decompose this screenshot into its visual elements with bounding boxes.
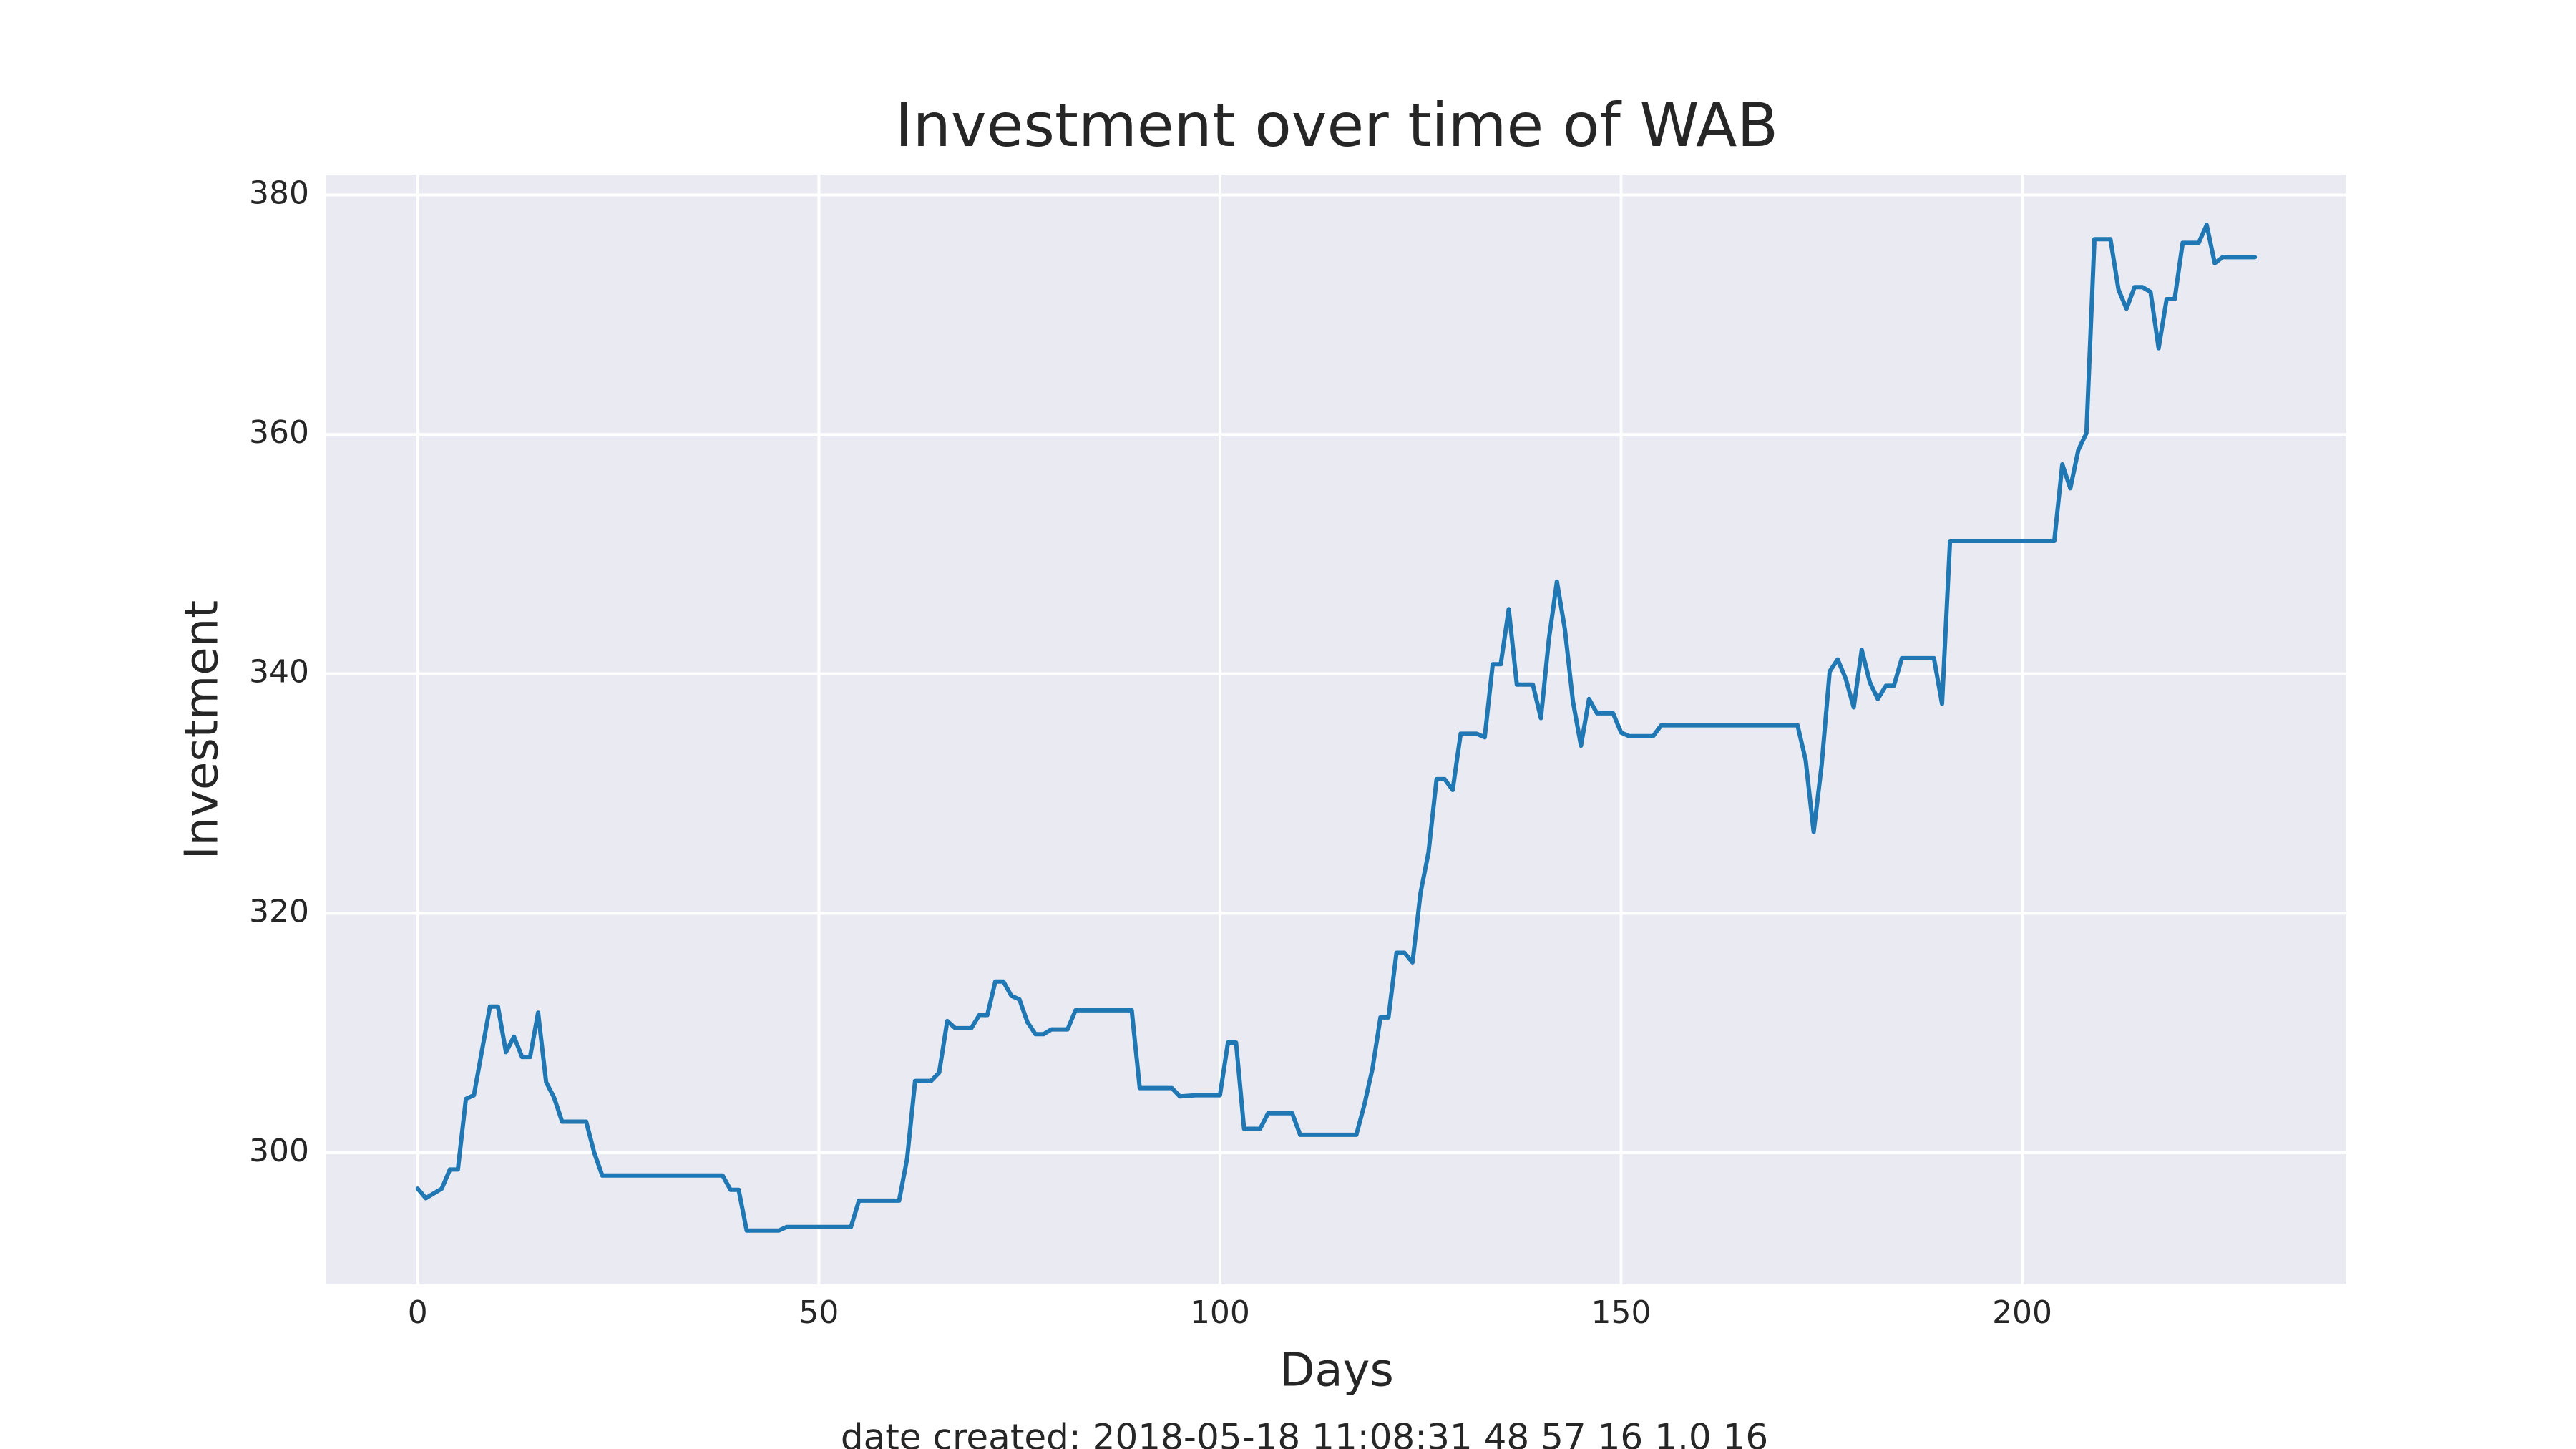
x-tick-label: 0	[408, 1294, 428, 1331]
data-line	[415, 223, 2258, 1233]
x-tick-label: 100	[1190, 1294, 1250, 1331]
y-tick-label: 300	[249, 1133, 309, 1169]
y-tick-label: 360	[249, 414, 309, 451]
y-tick-label: 380	[249, 175, 309, 211]
y-tick-label: 340	[249, 654, 309, 691]
footnote: date created: 2018-05-18 11:08:31 48 57 …	[841, 1417, 1768, 1449]
x-tick-label: 50	[799, 1294, 839, 1331]
x-tick-label: 200	[1992, 1294, 2052, 1331]
plot-background	[326, 175, 2346, 1284]
y-axis-label: Investment	[176, 600, 229, 860]
chart-title: Investment over time of WAB	[895, 90, 1778, 160]
y-tick-label: 320	[249, 893, 309, 930]
x-axis-label: Days	[1279, 1345, 1394, 1397]
x-tick-label: 150	[1591, 1294, 1652, 1331]
